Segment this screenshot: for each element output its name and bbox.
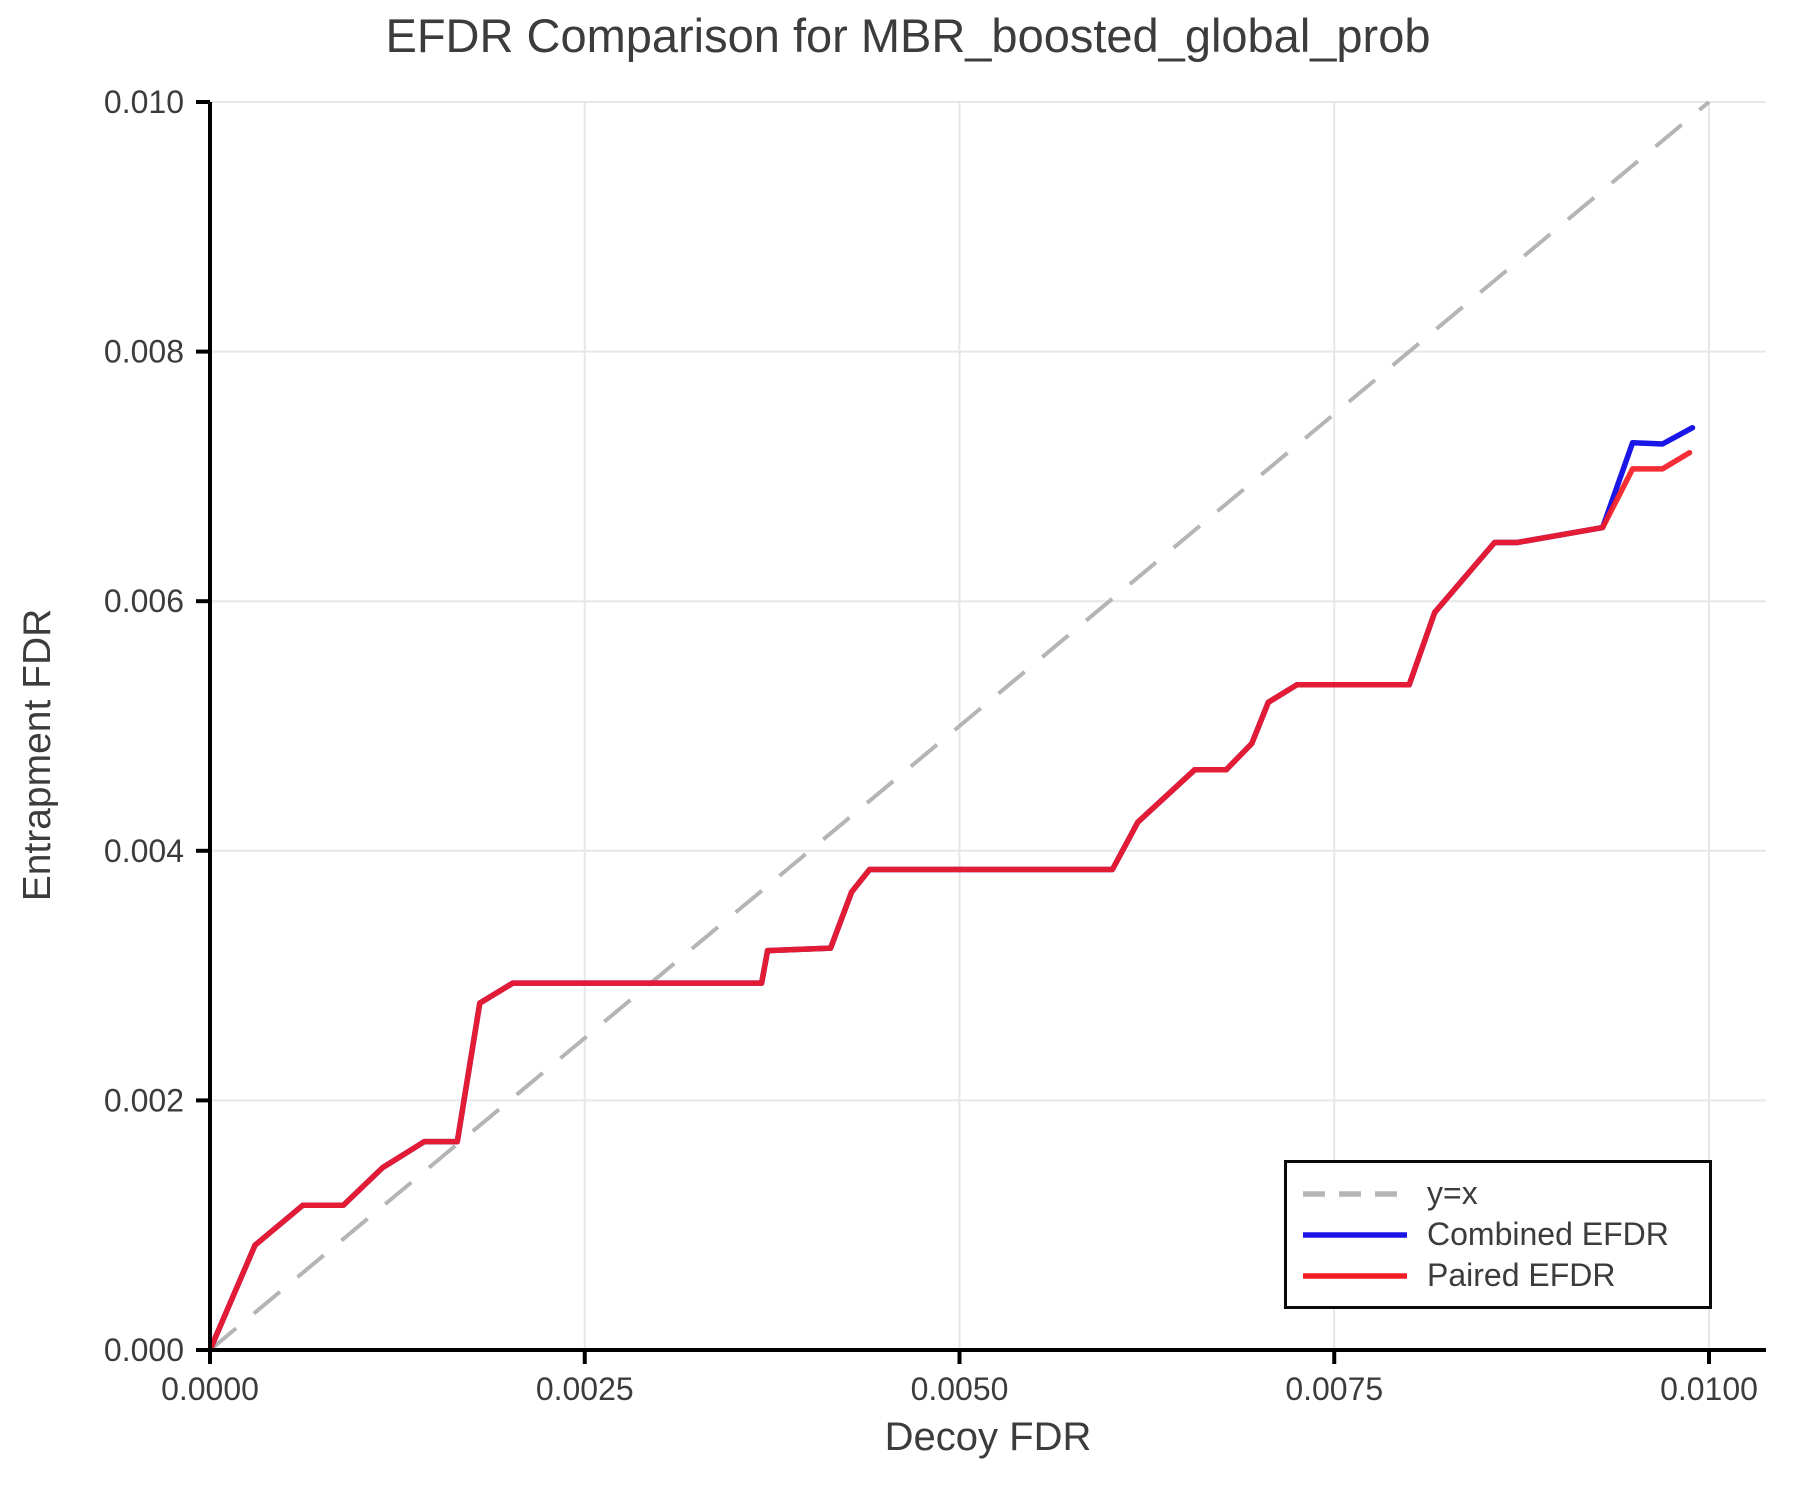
legend: y=x Combined EFDR Paired EFDR: [1284, 1160, 1712, 1309]
x-tick-label: 0.0025: [536, 1371, 634, 1407]
legend-label: Paired EFDR: [1427, 1257, 1616, 1293]
line-sample-icon: [1303, 1231, 1407, 1238]
reference-line: [208, 100, 1711, 1352]
x-axis-label: Decoy FDR: [884, 1415, 1092, 1459]
series-lines: [207, 424, 1696, 1353]
axes: [196, 100, 1766, 1364]
tick-labels: 0.0000 0.0025 0.0050 0.0075 0.0100 0.000 0.002…: [104, 84, 1758, 1407]
y-tick-label: 0.006: [104, 583, 184, 619]
legend-item: y=x: [1301, 1175, 1709, 1212]
dashed-line-sample-icon: [1303, 1190, 1407, 1197]
chart-title: EFDR Comparison for MBR_boosted_global_p…: [385, 9, 1431, 62]
y-tick-label: 0.004: [104, 833, 184, 869]
y-tick-label: 0.010: [104, 84, 184, 120]
x-tick-label: 0.0050: [911, 1371, 1009, 1407]
legend-label: Combined EFDR: [1427, 1216, 1669, 1252]
y-tick-label: 0.008: [104, 334, 184, 370]
y-axis-label: Entrapment FDR: [16, 608, 59, 902]
y-tick-label: 0.000: [104, 1332, 184, 1368]
legend-item: Combined EFDR: [1301, 1216, 1709, 1253]
legend-item: Paired EFDR: [1301, 1257, 1709, 1294]
x-tick-label: 0.0075: [1285, 1371, 1383, 1407]
legend-label: y=x: [1427, 1175, 1478, 1211]
x-tick-label: 0.0000: [161, 1371, 259, 1407]
x-tick-label: 0.0100: [1660, 1371, 1758, 1407]
line-sample-icon: [1303, 1272, 1407, 1279]
paired-efdr-line: [207, 449, 1693, 1353]
y-tick-label: 0.002: [104, 1082, 184, 1118]
